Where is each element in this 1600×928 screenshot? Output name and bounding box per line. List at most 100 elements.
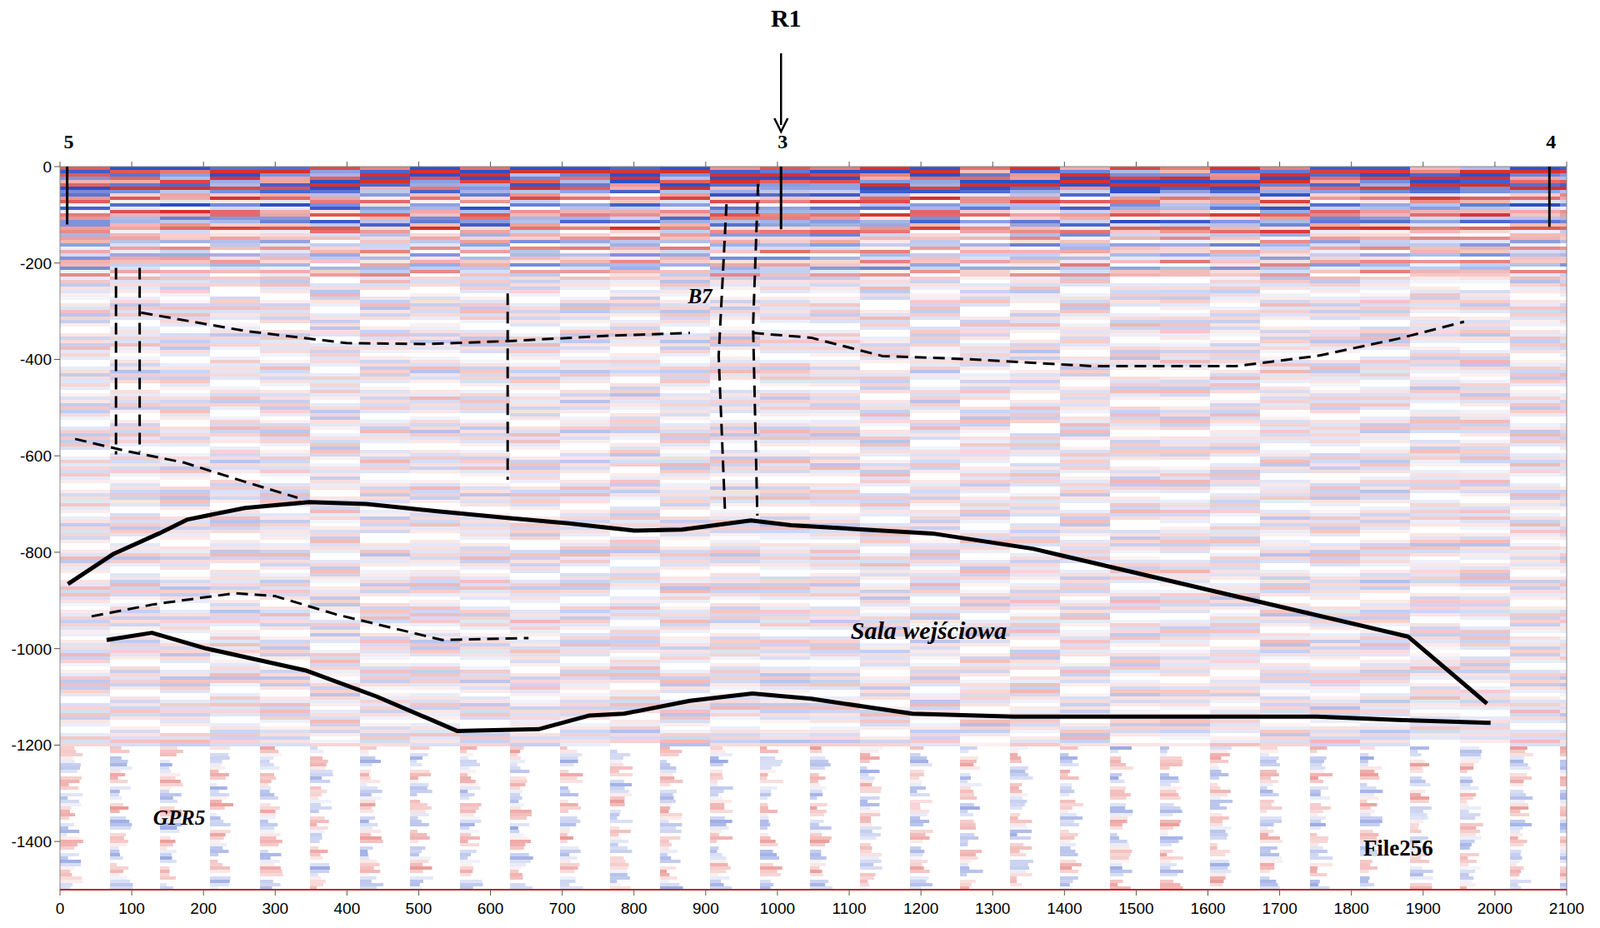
radar-stripe <box>1260 310 1310 314</box>
radar-stripe <box>860 276 910 280</box>
radar-stripe <box>1360 366 1410 370</box>
radar-stripe <box>60 243 110 247</box>
radar-stripe <box>1010 406 1060 410</box>
radar-stripe <box>810 270 860 274</box>
radar-stripe <box>560 373 610 377</box>
radar-stripe <box>1260 340 1310 344</box>
radar-stripe <box>1260 303 1310 307</box>
radar-stripe <box>960 190 1010 194</box>
radar-stripe <box>310 213 360 217</box>
radar-stripe <box>110 350 160 354</box>
radar-stripe <box>1010 186 1060 190</box>
radar-stripe <box>760 346 810 350</box>
radar-stripe <box>1010 230 1060 234</box>
radar-stripe <box>160 310 210 314</box>
radar-stripe <box>1260 216 1310 220</box>
radar-stripe <box>1510 230 1560 234</box>
radar-stripe <box>1010 253 1060 257</box>
radar-stripe <box>260 336 310 340</box>
radar-stripe <box>460 366 510 370</box>
radar-stripe <box>1360 213 1410 217</box>
radar-stripe <box>60 233 110 237</box>
radar-stripe <box>1260 243 1310 247</box>
radar-stripe <box>1010 196 1060 200</box>
radar-stripe <box>610 186 660 190</box>
radar-stripe <box>1060 333 1110 337</box>
radar-stripe <box>810 350 860 354</box>
radar-stripe <box>310 270 360 274</box>
radar-stripe <box>160 333 210 337</box>
radar-stripe <box>310 323 360 327</box>
radar-stripe <box>210 196 260 200</box>
radar-stripe <box>710 343 760 347</box>
radar-stripe <box>260 396 310 400</box>
radar-stripe <box>1260 393 1310 397</box>
radar-stripe <box>710 306 760 310</box>
radar-stripe <box>160 190 210 194</box>
radar-stripe <box>860 313 910 317</box>
radar-stripe <box>210 363 260 367</box>
radar-stripe <box>1460 170 1510 174</box>
radar-stripe <box>1110 326 1160 330</box>
radar-stripe <box>260 243 310 247</box>
radar-stripe <box>710 176 760 180</box>
radar-stripe <box>460 280 510 284</box>
radar-stripe <box>460 250 510 254</box>
radar-stripe <box>760 403 810 407</box>
radar-stripe <box>1110 333 1160 337</box>
radar-stripe <box>860 193 910 197</box>
radar-stripe <box>660 213 710 217</box>
radar-stripe <box>410 323 460 327</box>
radar-stripe <box>210 366 260 370</box>
radar-stripe <box>1010 316 1060 320</box>
radar-stripe <box>610 246 660 250</box>
radar-stripe <box>1560 246 1600 250</box>
radar-stripe <box>460 383 510 387</box>
radar-stripe <box>1460 316 1510 320</box>
radar-stripe <box>310 210 360 214</box>
radar-stripe <box>1510 170 1560 174</box>
radar-stripe <box>960 316 1010 320</box>
radar-stripe <box>1160 213 1210 217</box>
radar-stripe <box>610 270 660 274</box>
radar-stripe <box>710 370 760 374</box>
radar-stripe <box>1410 250 1460 254</box>
radar-stripe <box>1010 283 1060 287</box>
radar-stripe <box>410 336 460 340</box>
radar-stripe <box>910 390 960 394</box>
radar-stripe <box>1210 206 1260 210</box>
radar-stripe <box>310 223 360 227</box>
radar-stripe <box>860 326 910 330</box>
radar-stripe <box>210 386 260 390</box>
radar-stripe <box>910 393 960 397</box>
radar-stripe <box>260 283 310 287</box>
radar-stripe <box>1460 253 1510 257</box>
radar-stripe <box>110 273 160 277</box>
radar-stripe <box>1010 176 1060 180</box>
radar-stripe <box>660 226 710 230</box>
radar-stripe <box>310 316 360 320</box>
radar-stripe <box>310 396 360 400</box>
radar-stripe <box>1260 180 1310 184</box>
radar-stripe <box>1210 360 1260 364</box>
radar-stripe <box>1260 246 1310 250</box>
radar-stripe <box>260 233 310 237</box>
radar-stripe <box>1360 220 1410 224</box>
radar-stripe <box>1260 330 1310 334</box>
radar-stripe <box>610 233 660 237</box>
radar-stripe <box>1460 280 1510 284</box>
radar-stripe <box>1160 256 1210 260</box>
radar-stripe <box>260 216 310 220</box>
radar-stripe <box>1260 366 1310 370</box>
radar-stripe <box>360 180 410 184</box>
radar-stripe <box>1210 253 1260 257</box>
radar-stripe <box>1310 233 1360 237</box>
radar-stripe <box>1310 263 1360 267</box>
radar-stripe <box>1560 270 1600 274</box>
radar-stripe <box>1460 333 1510 337</box>
radar-stripe <box>710 210 760 214</box>
radar-stripe <box>1410 350 1460 354</box>
radar-stripe <box>260 276 310 280</box>
radar-stripe <box>1310 396 1360 400</box>
radar-stripe <box>1360 203 1410 207</box>
